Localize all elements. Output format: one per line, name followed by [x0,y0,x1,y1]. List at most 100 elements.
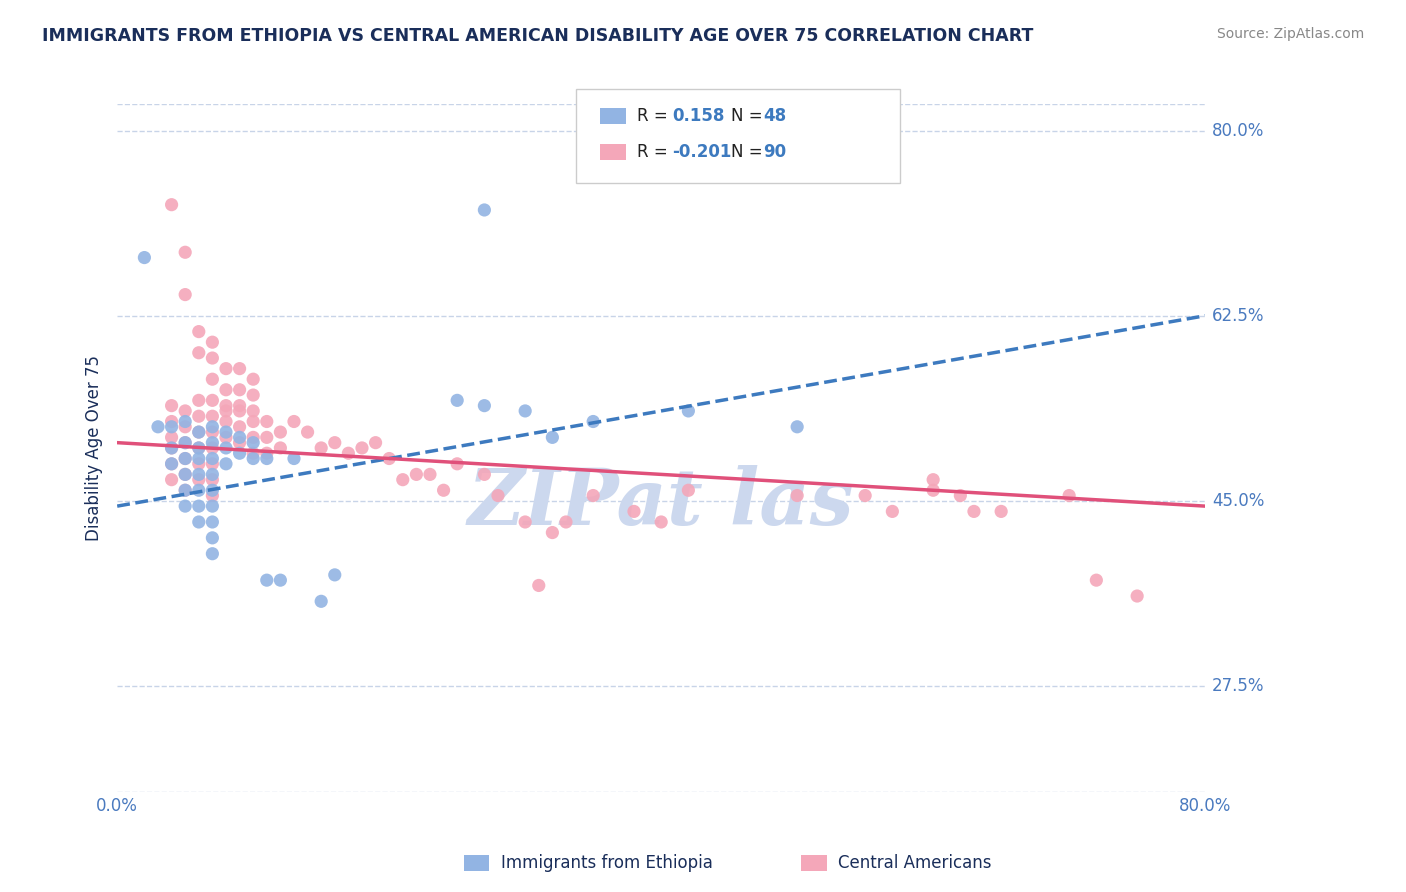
Point [160,473,183,487]
Point [555,515,578,529]
Point [242,430,264,444]
Point [201,547,224,561]
Point [650,515,672,529]
Point [256,446,278,460]
Point [474,399,496,413]
Text: ZIPat las: ZIPat las [468,465,855,541]
Point [228,430,250,444]
Point [160,457,183,471]
Point [228,419,250,434]
Point [160,441,183,455]
Text: 62.5%: 62.5% [1212,307,1264,325]
Point [786,419,808,434]
Text: 48: 48 [763,107,786,125]
Point [350,441,373,455]
Point [201,441,224,455]
Point [187,325,209,339]
Point [323,435,346,450]
Point [474,467,496,482]
Point [228,399,250,413]
Point [174,415,197,429]
Point [419,467,441,482]
Point [541,430,564,444]
Point [215,425,238,439]
Point [187,425,209,439]
Point [949,489,972,503]
Point [174,451,197,466]
Point [228,383,250,397]
Point [486,489,509,503]
Point [187,515,209,529]
Text: N =: N = [731,143,768,161]
Point [922,483,945,498]
Point [174,467,197,482]
Point [201,473,224,487]
Point [405,467,427,482]
Point [174,499,197,513]
Point [256,451,278,466]
Point [215,404,238,418]
Point [201,335,224,350]
Point [882,504,904,518]
Point [215,361,238,376]
Point [228,404,250,418]
Point [174,451,197,466]
Point [309,594,332,608]
Point [337,446,360,460]
Point [269,441,291,455]
Text: IMMIGRANTS FROM ETHIOPIA VS CENTRAL AMERICAN DISABILITY AGE OVER 75 CORRELATION : IMMIGRANTS FROM ETHIOPIA VS CENTRAL AMER… [42,27,1033,45]
Point [242,435,264,450]
Point [187,393,209,408]
Point [187,457,209,471]
Point [269,573,291,587]
Point [160,419,183,434]
Point [174,287,197,301]
Text: R =: R = [637,107,673,125]
Point [269,425,291,439]
Point [990,504,1012,518]
Point [215,441,238,455]
Point [201,451,224,466]
Point [201,435,224,450]
Point [174,404,197,418]
Point [201,531,224,545]
Point [582,489,605,503]
Point [228,446,250,460]
Point [515,515,537,529]
Point [215,415,238,429]
Point [160,441,183,455]
Point [201,351,224,365]
Point [527,578,550,592]
Point [309,441,332,455]
Point [391,473,413,487]
Point [160,399,183,413]
Point [215,399,238,413]
Point [623,504,645,518]
Text: Central Americans: Central Americans [838,855,991,872]
Point [678,404,700,418]
Point [201,515,224,529]
Text: 27.5%: 27.5% [1212,677,1264,695]
Text: 0.158: 0.158 [672,107,724,125]
Point [201,372,224,386]
Point [201,483,224,498]
Point [160,430,183,444]
Point [242,404,264,418]
Point [432,483,454,498]
Point [215,430,238,444]
Point [297,425,319,439]
Point [378,451,401,466]
Point [242,388,264,402]
Point [446,393,468,408]
Point [1085,573,1108,587]
Point [228,435,250,450]
Point [187,425,209,439]
Point [1126,589,1149,603]
Point [160,415,183,429]
Point [187,451,209,466]
Point [160,457,183,471]
Point [283,451,305,466]
Point [174,435,197,450]
Point [187,483,209,498]
Text: 80.0%: 80.0% [1212,121,1264,140]
